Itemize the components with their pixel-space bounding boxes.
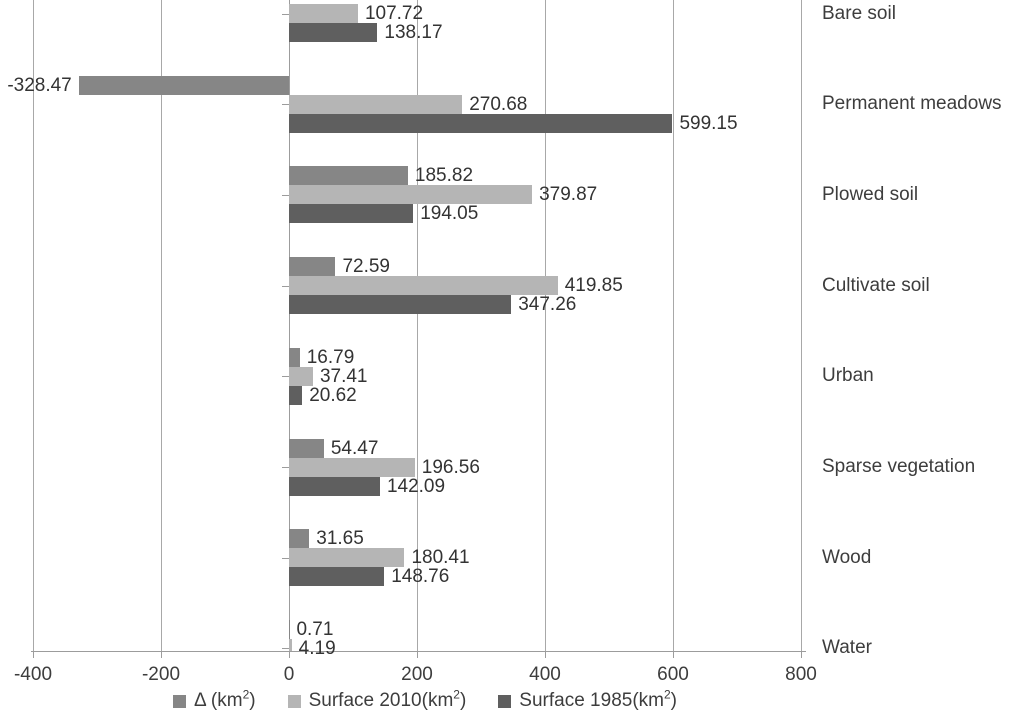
category-label: Cultivate soil — [822, 274, 930, 296]
bars-layer — [78, 4, 673, 651]
category-label: Sparse vegetation — [822, 456, 976, 477]
bar — [289, 94, 463, 114]
x-axis-tick — [673, 651, 674, 658]
legend-swatch-surface-1985 — [498, 694, 512, 708]
x-axis-tick-label: -200 — [141, 664, 181, 685]
legend-item-surface-2010: Surface 2010(km2) — [287, 687, 467, 712]
bar — [289, 347, 300, 367]
x-axis-tick — [801, 651, 802, 658]
category-label: Plowed soil — [822, 183, 919, 205]
gridline — [417, 0, 418, 651]
category-axis-tick — [282, 557, 289, 559]
gridline — [545, 0, 546, 651]
value-label: 270.68 — [469, 93, 528, 115]
category-axis-tick — [282, 104, 289, 106]
value-label: 107.72 — [364, 3, 424, 24]
bar — [289, 567, 385, 587]
x-axis-tick-label: -400 — [13, 664, 53, 685]
legend-label-delta: Δ (km2) — [194, 687, 256, 711]
bar — [289, 23, 378, 42]
value-label: 138.17 — [384, 22, 443, 43]
bar — [289, 113, 673, 133]
bar — [289, 257, 336, 277]
bar — [78, 75, 289, 95]
bar — [289, 385, 303, 405]
x-axis-tick-label: 800 — [785, 664, 817, 685]
value-label: 0.71 — [296, 618, 334, 640]
bar — [289, 438, 324, 458]
value-label: 347.26 — [518, 294, 577, 316]
category-axis-line — [289, 0, 290, 651]
value-label: 180.41 — [411, 547, 470, 569]
value-label: 16.79 — [306, 346, 355, 368]
category-axis-tick — [282, 376, 289, 378]
category-label: Water — [822, 637, 872, 659]
value-label: 419.85 — [564, 275, 623, 297]
value-label: 4.19 — [298, 637, 336, 659]
value-label: -328.47 — [7, 74, 72, 96]
bar — [289, 476, 380, 496]
legend-swatch-delta — [173, 694, 186, 708]
x-axis-tick-label: 200 — [401, 664, 433, 685]
gridline — [161, 0, 162, 651]
bar — [289, 4, 358, 23]
x-axis-tick-label: 600 — [657, 664, 689, 685]
value-label: 599.15 — [679, 112, 738, 134]
legend: Δ (km2) Surface 2010(km2) Surface 1985(k… — [173, 687, 677, 712]
x-axis-tick-label: 400 — [529, 664, 561, 685]
gridlines-layer — [33, 0, 802, 651]
category-axis-tick — [282, 194, 289, 196]
bar — [289, 185, 533, 205]
legend-swatch-surface-2010 — [287, 694, 301, 708]
category-label: Wood — [822, 546, 872, 568]
x-axis-tick — [417, 651, 418, 658]
category-label: Urban — [822, 365, 874, 387]
bar — [289, 166, 408, 186]
x-axis-tick — [289, 651, 290, 658]
category-label: Bare soil — [822, 2, 896, 24]
value-label: 54.47 — [330, 437, 379, 459]
x-axis-tick — [33, 651, 34, 658]
category-axis-tick — [282, 285, 289, 287]
bar — [289, 366, 313, 386]
bar — [289, 295, 512, 315]
value-label: 20.62 — [309, 384, 357, 406]
legend-item-delta: Δ (km2) — [173, 687, 256, 712]
value-label: 31.65 — [316, 528, 364, 550]
value-label: 72.59 — [342, 256, 390, 278]
legend-label-surface-1985: Surface 1985(km2) — [519, 687, 677, 711]
gridline — [801, 0, 802, 651]
value-label: 37.41 — [319, 365, 368, 387]
x-axis-tick — [545, 651, 546, 658]
bar — [289, 457, 415, 477]
x-axis-line — [31, 651, 806, 652]
category-axis-tick — [282, 13, 289, 15]
gridline — [673, 0, 674, 651]
x-axis-tick-label: 0 — [283, 664, 295, 685]
value-label: 194.05 — [420, 203, 479, 225]
value-label: 185.82 — [414, 165, 474, 187]
value-label: 142.09 — [386, 475, 446, 497]
x-axis-tick — [161, 651, 162, 658]
bar — [289, 548, 405, 568]
bar — [289, 638, 292, 651]
gridline — [33, 0, 34, 651]
value-label: 196.56 — [421, 456, 480, 478]
legend-label-surface-2010: Surface 2010(km2) — [308, 687, 467, 711]
bar — [289, 529, 310, 549]
category-axis-tick — [282, 467, 289, 468]
value-label: 379.87 — [539, 184, 598, 206]
category-axis-tick — [282, 648, 289, 650]
bar — [289, 276, 558, 296]
category-label: Permanent meadows — [822, 93, 1002, 115]
bar — [289, 204, 414, 224]
legend-item-surface-1985: Surface 1985(km2) — [498, 687, 677, 712]
value-label: 148.76 — [391, 566, 450, 588]
